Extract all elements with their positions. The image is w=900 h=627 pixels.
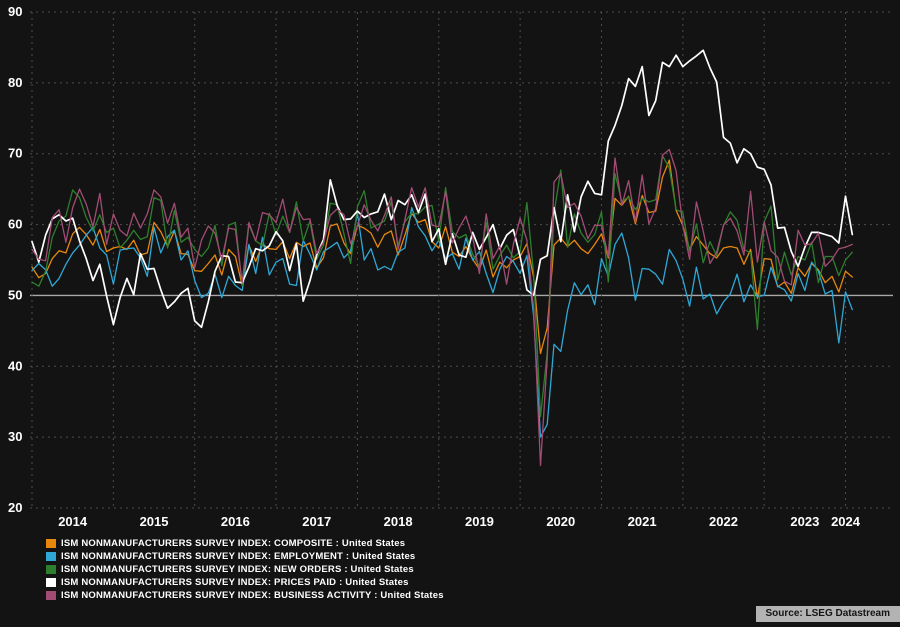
y-tick-label: 50 bbox=[8, 287, 22, 302]
legend-swatch bbox=[46, 564, 56, 574]
legend-swatch bbox=[46, 577, 56, 587]
legend-swatch bbox=[46, 590, 56, 600]
y-tick-label: 40 bbox=[8, 358, 22, 373]
x-tick-label: 2014 bbox=[58, 514, 88, 529]
legend-swatch bbox=[46, 538, 56, 548]
x-tick-label: 2018 bbox=[384, 514, 413, 529]
x-tick-label: 2019 bbox=[465, 514, 494, 529]
y-tick-label: 60 bbox=[8, 217, 22, 232]
legend-label: ISM NONMANUFACTURERS SURVEY INDEX: NEW O… bbox=[61, 563, 414, 575]
series-line bbox=[31, 155, 853, 418]
series-line bbox=[31, 159, 853, 355]
x-tick-label: 2016 bbox=[221, 514, 250, 529]
x-tick-label: 2020 bbox=[546, 514, 575, 529]
legend-label: ISM NONMANUFACTURERS SURVEY INDEX: BUSIN… bbox=[61, 589, 444, 601]
x-tick-label: 2022 bbox=[709, 514, 738, 529]
y-tick-label: 80 bbox=[8, 75, 22, 90]
y-tick-label: 20 bbox=[8, 500, 22, 515]
chart-legend: ISM NONMANUFACTURERS SURVEY INDEX: COMPO… bbox=[46, 537, 444, 601]
y-tick-label: 30 bbox=[8, 429, 22, 444]
legend-item: ISM NONMANUFACTURERS SURVEY INDEX: PRICE… bbox=[46, 576, 444, 588]
x-tick-label: 2024 bbox=[831, 514, 861, 529]
series-line bbox=[31, 49, 854, 329]
legend-swatch bbox=[46, 551, 56, 561]
legend-item: ISM NONMANUFACTURERS SURVEY INDEX: EMPLO… bbox=[46, 550, 444, 562]
legend-label: ISM NONMANUFACTURERS SURVEY INDEX: COMPO… bbox=[61, 537, 406, 549]
x-tick-label: 2015 bbox=[140, 514, 169, 529]
x-tick-label: 2017 bbox=[302, 514, 331, 529]
source-attribution: Source: LSEG Datastream bbox=[755, 606, 900, 622]
y-tick-label: 90 bbox=[8, 4, 22, 19]
legend-label: ISM NONMANUFACTURERS SURVEY INDEX: EMPLO… bbox=[61, 550, 416, 562]
legend-item: ISM NONMANUFACTURERS SURVEY INDEX: BUSIN… bbox=[46, 589, 444, 601]
x-tick-label: 2021 bbox=[628, 514, 657, 529]
series-line bbox=[31, 148, 853, 467]
legend-item: ISM NONMANUFACTURERS SURVEY INDEX: COMPO… bbox=[46, 537, 444, 549]
legend-label: ISM NONMANUFACTURERS SURVEY INDEX: PRICE… bbox=[61, 576, 409, 588]
x-tick-label: 2023 bbox=[790, 514, 819, 529]
y-tick-label: 70 bbox=[8, 146, 22, 161]
legend-item: ISM NONMANUFACTURERS SURVEY INDEX: NEW O… bbox=[46, 563, 444, 575]
